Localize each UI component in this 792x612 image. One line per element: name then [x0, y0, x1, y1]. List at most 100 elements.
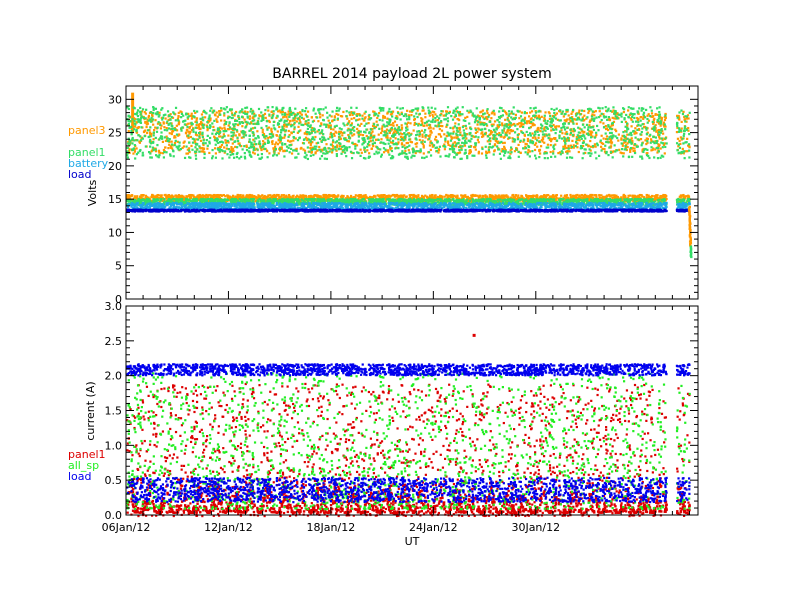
data-point	[226, 128, 230, 131]
data-point	[609, 125, 612, 128]
data-point	[358, 195, 361, 198]
data-point	[311, 126, 314, 130]
data-point	[548, 133, 551, 136]
data-point	[525, 147, 528, 150]
data-point	[226, 110, 229, 114]
data-point	[622, 130, 625, 134]
data-point	[251, 194, 254, 197]
data-point	[606, 110, 609, 113]
data-point	[357, 135, 361, 138]
data-point	[243, 196, 246, 199]
data-point	[567, 122, 570, 125]
data-point	[244, 134, 248, 137]
data-point	[258, 114, 261, 118]
data-point	[626, 123, 629, 127]
data-point	[368, 113, 371, 117]
data-point	[574, 141, 578, 144]
data-point	[331, 120, 334, 123]
data-point	[389, 148, 392, 151]
data-point	[156, 112, 159, 115]
data-point	[683, 118, 686, 121]
data-point	[194, 111, 197, 114]
data-point	[417, 194, 420, 197]
data-point	[596, 124, 599, 128]
data-point	[188, 156, 191, 159]
data-point	[171, 116, 175, 119]
data-point	[202, 142, 205, 145]
data-point	[488, 113, 491, 117]
data-point	[195, 121, 198, 124]
data-point	[197, 198, 200, 202]
data-point	[618, 148, 621, 151]
data-point	[270, 127, 273, 130]
data-point	[399, 107, 402, 110]
data-point	[409, 133, 412, 136]
data-point	[347, 140, 351, 143]
data-point	[292, 135, 295, 139]
data-point	[307, 119, 310, 122]
data-point	[610, 124, 613, 127]
data-point	[393, 127, 397, 130]
data-point	[518, 117, 521, 120]
data-point	[480, 152, 484, 155]
data-point	[457, 138, 460, 141]
data-point	[249, 110, 252, 113]
data-point	[451, 150, 455, 153]
data-point	[399, 129, 402, 132]
data-point	[611, 156, 614, 159]
data-point	[606, 138, 609, 141]
data-point	[154, 150, 158, 153]
data-point	[422, 144, 425, 147]
data-point	[182, 195, 185, 198]
data-point	[211, 148, 214, 152]
data-point	[428, 110, 431, 113]
data-point	[152, 107, 155, 110]
data-point	[218, 126, 222, 129]
data-point	[282, 116, 285, 119]
data-point	[238, 117, 241, 121]
data-point	[559, 109, 562, 112]
data-point	[163, 128, 166, 132]
data-point	[166, 137, 169, 140]
data-point	[529, 134, 532, 137]
data-point	[622, 196, 625, 199]
data-point	[351, 113, 354, 116]
series-panel1	[126, 105, 691, 207]
data-point	[228, 156, 231, 159]
data-point	[127, 140, 130, 143]
data-point	[355, 106, 358, 109]
data-point	[196, 134, 199, 137]
data-point	[640, 194, 643, 197]
data-point	[138, 197, 142, 201]
data-point	[645, 154, 649, 157]
data-point	[227, 124, 230, 127]
data-point	[624, 130, 627, 133]
data-point	[576, 118, 579, 121]
data-point	[249, 195, 252, 198]
data-point	[630, 118, 633, 121]
data-point	[503, 147, 506, 150]
data-point	[415, 112, 418, 115]
data-point	[506, 195, 509, 198]
data-point	[353, 125, 356, 129]
data-point	[395, 124, 399, 127]
data-point	[475, 107, 478, 110]
data-point	[565, 194, 569, 197]
data-point	[267, 194, 270, 197]
data-point	[380, 155, 383, 158]
data-point	[303, 138, 306, 141]
data-point	[578, 194, 581, 197]
data-point	[159, 127, 163, 130]
data-point	[395, 131, 398, 134]
data-point	[363, 112, 366, 115]
data-point	[375, 120, 378, 123]
data-point	[587, 144, 590, 147]
data-point	[400, 112, 404, 116]
data-point	[258, 140, 261, 143]
data-point	[688, 146, 691, 149]
data-point	[353, 117, 356, 120]
data-point	[331, 140, 335, 144]
data-point	[562, 147, 565, 151]
data-point	[552, 152, 555, 155]
data-point	[550, 138, 553, 141]
